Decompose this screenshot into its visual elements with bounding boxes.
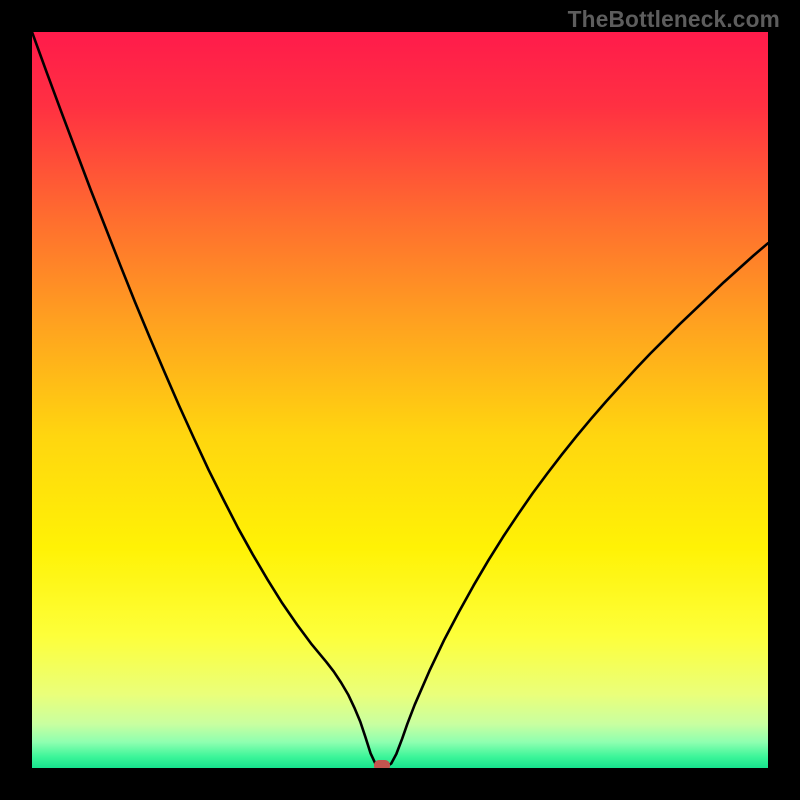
bottleneck-curve: [32, 32, 768, 768]
optimal-point-marker: [374, 760, 390, 768]
plot-area: [32, 32, 768, 768]
watermark-text: TheBottleneck.com: [568, 6, 780, 33]
